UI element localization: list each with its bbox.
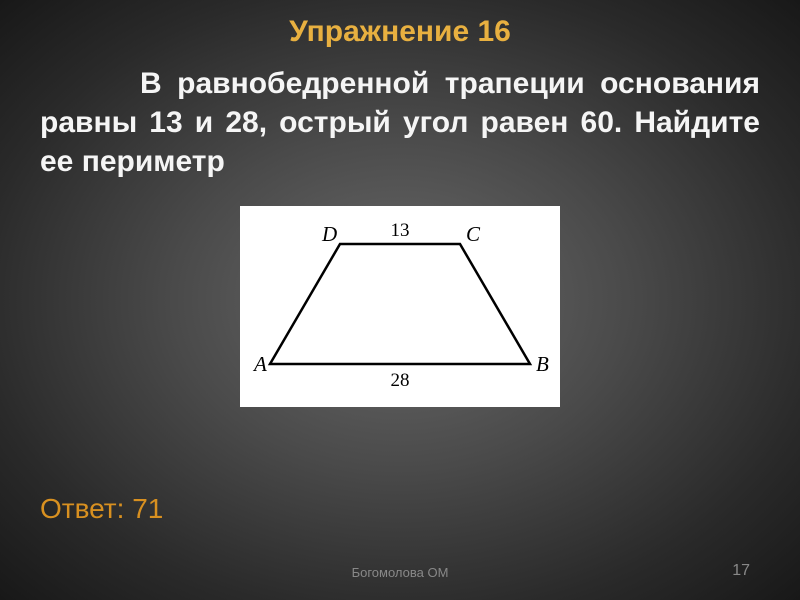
trapezoid-diagram: A B C D 13 28 bbox=[240, 206, 560, 407]
page-number: 17 bbox=[732, 562, 750, 580]
svg-text:B: B bbox=[536, 352, 549, 376]
exercise-title: Упражнение 16 bbox=[0, 0, 800, 59]
problem-statement: В равнобедренной трапеции основания равн… bbox=[0, 59, 800, 196]
svg-text:28: 28 bbox=[391, 370, 410, 391]
footer-author: Богомолова ОМ bbox=[352, 565, 449, 580]
svg-text:A: A bbox=[252, 352, 267, 376]
diagram-container: A B C D 13 28 bbox=[0, 206, 800, 407]
answer-text: Ответ: 71 bbox=[40, 493, 163, 525]
trapezoid-svg: A B C D 13 28 bbox=[250, 214, 550, 394]
svg-text:D: D bbox=[321, 222, 337, 246]
svg-text:C: C bbox=[466, 222, 481, 246]
svg-text:13: 13 bbox=[391, 220, 410, 241]
